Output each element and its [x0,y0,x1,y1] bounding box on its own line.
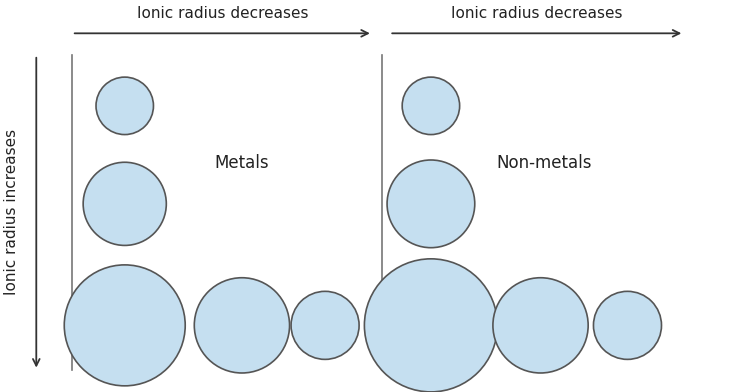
Text: Non-metals: Non-metals [497,154,592,172]
Ellipse shape [593,291,662,359]
Text: Ionic radius decreases: Ionic radius decreases [451,6,622,21]
Text: Metals: Metals [215,154,269,172]
Ellipse shape [493,278,588,373]
Ellipse shape [83,162,166,245]
Ellipse shape [291,291,359,359]
Text: Ionic radius decreases: Ionic radius decreases [138,6,308,21]
Ellipse shape [402,77,460,134]
Ellipse shape [387,160,475,248]
Ellipse shape [194,278,290,373]
Ellipse shape [96,77,153,134]
Ellipse shape [364,259,497,392]
Ellipse shape [64,265,185,386]
Text: Ionic radius increases: Ionic radius increases [4,129,19,295]
